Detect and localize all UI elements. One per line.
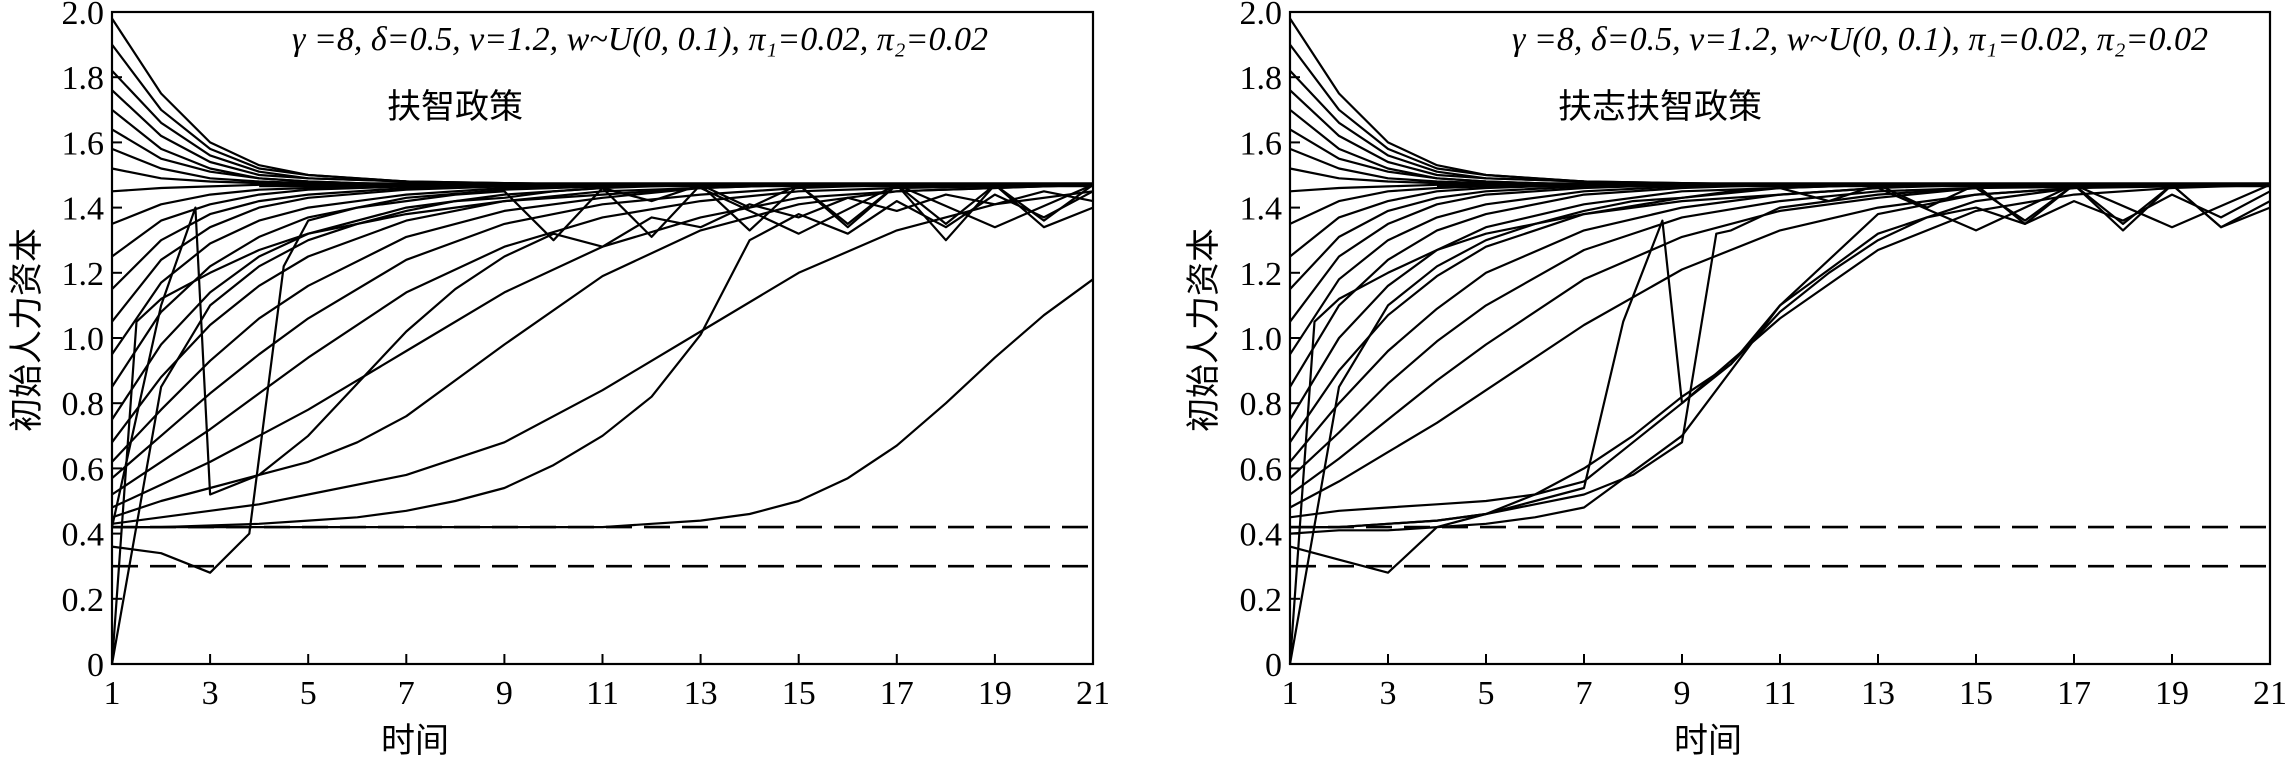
left-series-line-28 xyxy=(110,183,1094,665)
left-chart-frame xyxy=(110,10,1095,666)
right-series-line-25 xyxy=(1289,183,2270,574)
left-xtick-label: 11 xyxy=(586,675,619,712)
left-chart-xlabel: 时间 xyxy=(381,721,449,761)
right-ytick-label: 1.6 xyxy=(1240,125,1283,162)
left-xtick-label: 7 xyxy=(398,675,415,712)
right-series-line-26 xyxy=(1289,183,2270,535)
right-ytick-label: 1.8 xyxy=(1240,60,1283,97)
right-series-line-18 xyxy=(1289,183,2271,480)
left-series-line-19 xyxy=(111,183,1094,496)
left-series-line-26 xyxy=(111,183,1094,574)
left-ytick-label: 1.4 xyxy=(62,191,105,228)
right-xtick-label: 19 xyxy=(2155,675,2189,712)
right-chart-lines xyxy=(1288,17,2271,665)
right-ytick-label: 0.4 xyxy=(1240,517,1283,554)
left-ytick-label: 1.2 xyxy=(62,256,105,293)
right-series-line-6 xyxy=(1289,147,2270,186)
left-xtick-label: 3 xyxy=(202,675,219,712)
left-ytick-label: 0.8 xyxy=(62,386,105,423)
left-chart-annotation: γ =8, δ=0.5, v=1.2, w~U(0, 0.1), π₁=0.02… xyxy=(292,21,988,58)
left-series-line-21 xyxy=(111,183,1094,519)
left-series-line-4 xyxy=(111,108,1093,186)
left-series-line-27 xyxy=(110,190,1094,528)
left-ytick-label: 2.0 xyxy=(62,0,105,32)
right-ytick-label: 0 xyxy=(1265,647,1282,684)
right-xtick-label: 13 xyxy=(1861,675,1895,712)
left-xtick-label: 9 xyxy=(496,675,513,712)
right-chart-annotation: γ =8, δ=0.5, v=1.2, w~U(0, 0.1), π₁=0.02… xyxy=(1512,21,2208,58)
right-xtick-label: 7 xyxy=(1576,675,1593,712)
right-series-line-24 xyxy=(1288,183,2271,665)
left-chart-title: 扶智政策 xyxy=(387,87,523,127)
right-series-line-14 xyxy=(1289,183,2270,388)
right-xtick-label: 1 xyxy=(1282,675,1299,712)
right-series-line-27 xyxy=(1288,183,2271,665)
right-xtick-label: 15 xyxy=(1959,675,1993,712)
left-series-line-5 xyxy=(111,128,1093,186)
left-series-line-1 xyxy=(111,43,1093,186)
right-series-line-1 xyxy=(1289,43,2270,186)
left-series-line-18 xyxy=(111,183,1093,480)
right-xtick-label: 11 xyxy=(1764,675,1797,712)
left-ytick-label: 1.6 xyxy=(62,125,105,162)
right-series-line-17 xyxy=(1289,183,2270,463)
right-ytick-label: 0.8 xyxy=(1240,386,1283,423)
left-chart-ylabel: 初始人力资本 xyxy=(7,228,47,432)
left-ytick-label: 0.6 xyxy=(62,451,105,488)
right-chart-title: 扶志扶智政策 xyxy=(1558,87,1762,127)
right-xtick-label: 5 xyxy=(1478,675,1495,712)
left-series-line-24 xyxy=(112,278,1094,529)
left-series-line-13 xyxy=(111,183,1093,355)
left-chart-panel: 00.20.40.60.81.01.21.41.61.82.01 3 5 7 9 11 13… xyxy=(7,0,1110,761)
left-series-line-22 xyxy=(111,190,1094,525)
right-series-line-5 xyxy=(1289,128,2270,186)
left-xtick-label: 19 xyxy=(978,675,1012,712)
right-ytick-label: 1.0 xyxy=(1240,321,1283,358)
left-xtick-label: 1 xyxy=(104,675,121,712)
left-xtick-label: 5 xyxy=(300,675,317,712)
right-chart-ylabel: 初始人力资本 xyxy=(1184,228,1224,432)
right-chart-xlabel: 时间 xyxy=(1674,721,1742,761)
right-chart-ticks: 00.20.40.60.81.01.21.41.61.82.01 3 5 7 9 11 13… xyxy=(1240,0,2288,712)
right-chart-panel: 00.20.40.60.81.01.21.41.61.82.01 3 5 7 9 11 13… xyxy=(1184,0,2287,761)
left-series-line-6 xyxy=(111,147,1093,186)
left-xtick-label: 21 xyxy=(1076,675,1110,712)
right-ytick-label: 1.4 xyxy=(1240,191,1283,228)
right-xtick-label: 3 xyxy=(1380,675,1397,712)
left-chart-ticks: 00.20.40.60.81.01.21.41.61.82.01 3 5 7 9 11 13… xyxy=(62,0,1111,712)
right-series-line-4 xyxy=(1289,108,2270,186)
right-series-line-20 xyxy=(1289,183,2271,509)
right-ytick-label: 2.0 xyxy=(1240,0,1283,32)
right-ytick-label: 1.2 xyxy=(1240,256,1283,293)
right-ytick-label: 0.2 xyxy=(1240,582,1283,619)
left-series-line-23 xyxy=(112,190,1094,529)
left-ytick-label: 1.0 xyxy=(62,321,105,358)
right-series-line-23 xyxy=(1290,183,2271,529)
left-ytick-label: 1.8 xyxy=(62,60,105,97)
left-ytick-label: 0.2 xyxy=(62,582,105,619)
left-xtick-label: 17 xyxy=(880,675,914,712)
left-ytick-label: 0.4 xyxy=(62,517,105,554)
right-series-line-21 xyxy=(1289,183,2271,519)
left-xtick-label: 15 xyxy=(782,675,816,712)
right-chart-frame xyxy=(1288,10,2272,666)
left-chart-lines xyxy=(110,17,1094,665)
right-xtick-label: 9 xyxy=(1674,675,1691,712)
left-xtick-label: 13 xyxy=(684,675,718,712)
right-series-line-22 xyxy=(1290,190,2271,529)
right-ytick-label: 0.6 xyxy=(1240,451,1283,488)
left-ytick-label: 0 xyxy=(87,647,104,684)
right-xtick-label: 21 xyxy=(2253,675,2287,712)
right-xtick-label: 17 xyxy=(2057,675,2091,712)
right-series-line-19 xyxy=(1289,183,2270,496)
